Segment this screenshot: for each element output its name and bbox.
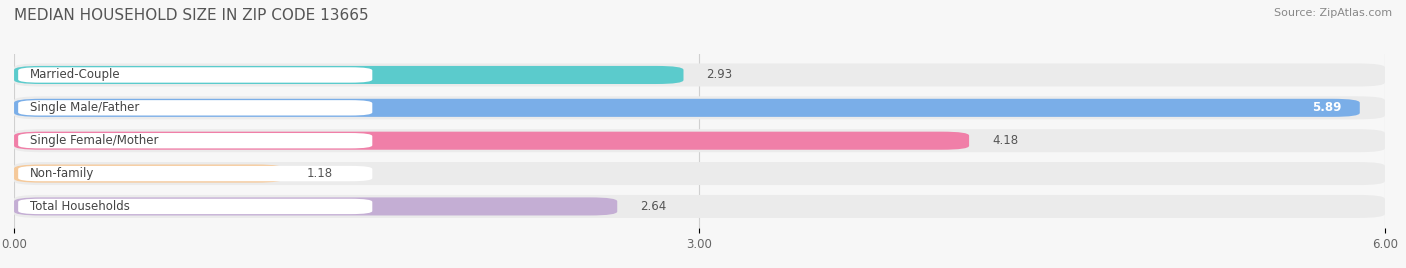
FancyBboxPatch shape bbox=[14, 132, 969, 150]
Text: MEDIAN HOUSEHOLD SIZE IN ZIP CODE 13665: MEDIAN HOUSEHOLD SIZE IN ZIP CODE 13665 bbox=[14, 8, 368, 23]
Text: Single Female/Mother: Single Female/Mother bbox=[30, 134, 157, 147]
FancyBboxPatch shape bbox=[14, 64, 1385, 87]
Text: Total Households: Total Households bbox=[30, 200, 129, 213]
Text: 2.93: 2.93 bbox=[706, 68, 733, 81]
FancyBboxPatch shape bbox=[14, 162, 1385, 185]
FancyBboxPatch shape bbox=[14, 195, 1385, 218]
FancyBboxPatch shape bbox=[14, 66, 683, 84]
FancyBboxPatch shape bbox=[14, 96, 1385, 119]
FancyBboxPatch shape bbox=[18, 166, 373, 181]
FancyBboxPatch shape bbox=[14, 99, 1360, 117]
Text: 1.18: 1.18 bbox=[307, 167, 333, 180]
FancyBboxPatch shape bbox=[18, 199, 373, 214]
FancyBboxPatch shape bbox=[18, 133, 373, 148]
Text: Single Male/Father: Single Male/Father bbox=[30, 101, 139, 114]
FancyBboxPatch shape bbox=[14, 129, 1385, 152]
Text: 5.89: 5.89 bbox=[1312, 101, 1341, 114]
Text: 4.18: 4.18 bbox=[991, 134, 1018, 147]
FancyBboxPatch shape bbox=[18, 100, 373, 116]
FancyBboxPatch shape bbox=[14, 165, 284, 183]
FancyBboxPatch shape bbox=[18, 67, 373, 83]
Text: Non-family: Non-family bbox=[30, 167, 94, 180]
Text: Married-Couple: Married-Couple bbox=[30, 68, 121, 81]
Text: Source: ZipAtlas.com: Source: ZipAtlas.com bbox=[1274, 8, 1392, 18]
Text: 2.64: 2.64 bbox=[640, 200, 666, 213]
FancyBboxPatch shape bbox=[14, 198, 617, 215]
